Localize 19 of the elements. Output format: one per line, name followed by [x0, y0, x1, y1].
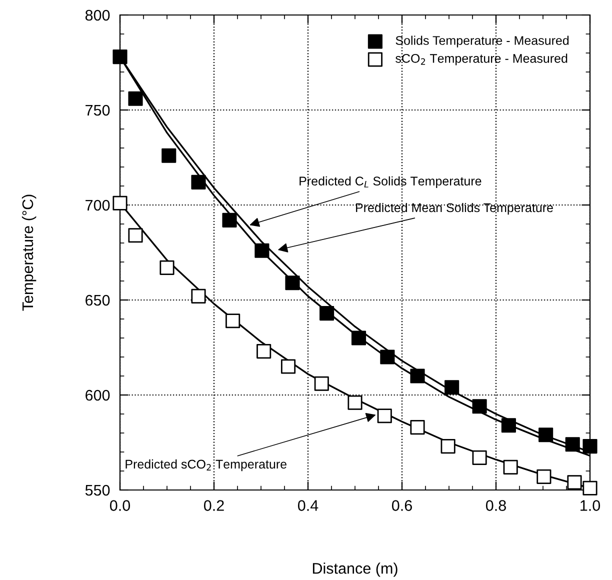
annotation: Predicted sCO$_{2}$ Temperature — [126, 459, 286, 472]
y-tick-label: 800 — [85, 10, 110, 21]
y-tick-label: 600 — [86, 390, 110, 401]
x-tick-label: 0.0 — [110, 500, 130, 511]
x-tick-label: 0.8 — [486, 500, 506, 511]
x-tick-label: 1.0 — [580, 500, 600, 511]
y-axis-title: Temperature (°C) — [22, 194, 36, 311]
y-tick-label: 750 — [86, 104, 110, 116]
y-tick-label: 650 — [86, 294, 110, 306]
legend-label: Solids Temperature - Measured — [396, 36, 569, 48]
x-tick-label: 0.6 — [392, 500, 412, 511]
annotation: Predicted Mean Solids Temperature — [356, 202, 553, 215]
y-tick-label: 700 — [86, 200, 110, 211]
x-axis-title: Distance (m) — [312, 562, 398, 577]
annotation: Predicted C$_{L}$ Solids Temperature — [300, 176, 482, 188]
legend-label: sCO$_{2}$ Temperature - Measured — [396, 54, 568, 66]
y-tick-label: 550 — [85, 484, 110, 496]
x-tick-label: 0.4 — [298, 500, 318, 511]
x-tick-label: 0.2 — [204, 500, 224, 511]
